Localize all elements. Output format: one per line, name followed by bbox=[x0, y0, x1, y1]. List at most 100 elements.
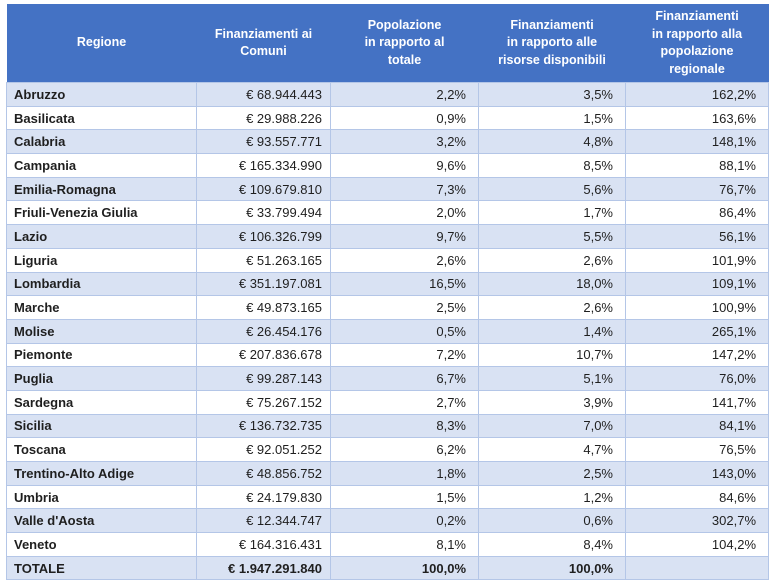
table-row: Emilia-Romagna € 109.679.810 7,3% 5,6% 76,7% bbox=[6, 176, 769, 202]
region-cell: Calabria bbox=[6, 129, 197, 155]
percent-cell: 0,6% bbox=[478, 508, 626, 534]
percent-cell: 4,7% bbox=[478, 437, 626, 462]
amount-cell: € 75.267.152 bbox=[196, 389, 331, 415]
amount-cell: € 207.836.678 bbox=[196, 342, 331, 368]
percent-cell: 56,1% bbox=[625, 224, 769, 249]
header-row: Regione Finanziamenti ai Comuni Popolazi… bbox=[6, 4, 769, 83]
percent-cell: 2,5% bbox=[330, 295, 479, 320]
region-cell: Emilia-Romagna bbox=[6, 176, 197, 202]
region-cell: Abruzzo bbox=[6, 82, 197, 107]
region-cell: Umbria bbox=[6, 484, 197, 510]
percent-cell: 100,0% bbox=[330, 555, 479, 581]
amount-cell: € 109.679.810 bbox=[196, 176, 331, 202]
percent-cell bbox=[625, 555, 769, 581]
percent-cell: 0,2% bbox=[330, 508, 479, 534]
percent-cell: 8,3% bbox=[330, 413, 479, 439]
amount-cell: € 12.344.747 bbox=[196, 508, 331, 534]
percent-cell: 100,9% bbox=[625, 295, 769, 320]
percent-cell: 18,0% bbox=[478, 271, 626, 297]
percent-cell: 265,1% bbox=[625, 318, 769, 344]
table-row: Valle d'Aosta € 12.344.747 0,2% 0,6% 302,7% bbox=[6, 508, 769, 534]
amount-cell: € 51.263.165 bbox=[196, 247, 331, 273]
percent-cell: 6,7% bbox=[330, 366, 479, 391]
percent-cell: 2,7% bbox=[330, 389, 479, 415]
amount-cell: € 24.179.830 bbox=[196, 484, 331, 510]
amount-cell: € 29.988.226 bbox=[196, 105, 331, 131]
amount-cell: € 68.944.443 bbox=[196, 82, 331, 107]
percent-cell: 2,5% bbox=[478, 461, 626, 486]
amount-cell: € 48.856.752 bbox=[196, 461, 331, 486]
percent-cell: 101,9% bbox=[625, 247, 769, 273]
percent-cell: 147,2% bbox=[625, 342, 769, 368]
header-finanziamenti-popolazione: Finanziamenti in rapporto alla popolazio… bbox=[625, 4, 769, 83]
amount-cell: € 164.316.431 bbox=[196, 532, 331, 557]
percent-cell: 1,7% bbox=[478, 200, 626, 226]
table-row: Sardegna € 75.267.152 2,7% 3,9% 141,7% bbox=[6, 389, 769, 415]
header-finanziamenti-comuni: Finanziamenti ai Comuni bbox=[196, 4, 331, 83]
table-row: Veneto € 164.316.431 8,1% 8,4% 104,2% bbox=[6, 532, 769, 557]
percent-cell: 2,6% bbox=[330, 247, 479, 273]
regional-financing-table: Regione Finanziamenti ai Comuni Popolazi… bbox=[6, 4, 769, 581]
table-row: Piemonte € 207.836.678 7,2% 10,7% 147,2% bbox=[6, 342, 769, 368]
percent-cell: 8,5% bbox=[478, 153, 626, 178]
percent-cell: 1,5% bbox=[330, 484, 479, 510]
total-row: TOTALE € 1.947.291.840 100,0% 100,0% bbox=[6, 555, 769, 581]
amount-cell: € 106.326.799 bbox=[196, 224, 331, 249]
table-row: Molise € 26.454.176 0,5% 1,4% 265,1% bbox=[6, 318, 769, 344]
percent-cell: 7,3% bbox=[330, 176, 479, 202]
table-row: Puglia € 99.287.143 6,7% 5,1% 76,0% bbox=[6, 366, 769, 391]
percent-cell: 0,5% bbox=[330, 318, 479, 344]
percent-cell: 86,4% bbox=[625, 200, 769, 226]
percent-cell: 4,8% bbox=[478, 129, 626, 155]
percent-cell: 141,7% bbox=[625, 389, 769, 415]
amount-cell: € 49.873.165 bbox=[196, 295, 331, 320]
amount-cell: € 165.334.990 bbox=[196, 153, 331, 178]
percent-cell: 84,6% bbox=[625, 484, 769, 510]
percent-cell: 104,2% bbox=[625, 532, 769, 557]
region-cell: Puglia bbox=[6, 366, 197, 391]
table-row: Umbria € 24.179.830 1,5% 1,2% 84,6% bbox=[6, 484, 769, 510]
percent-cell: 3,5% bbox=[478, 82, 626, 107]
percent-cell: 2,6% bbox=[478, 247, 626, 273]
table-body: Abruzzo € 68.944.443 2,2% 3,5% 162,2% Basilic… bbox=[6, 82, 769, 581]
percent-cell: 7,0% bbox=[478, 413, 626, 439]
amount-cell: € 33.799.494 bbox=[196, 200, 331, 226]
percent-cell: 84,1% bbox=[625, 413, 769, 439]
percent-cell: 3,2% bbox=[330, 129, 479, 155]
table-row: Campania € 165.334.990 9,6% 8,5% 88,1% bbox=[6, 153, 769, 178]
percent-cell: 162,2% bbox=[625, 82, 769, 107]
percent-cell: 302,7% bbox=[625, 508, 769, 534]
table-row: Marche € 49.873.165 2,5% 2,6% 100,9% bbox=[6, 295, 769, 320]
header-finanziamenti-risorse: Finanziamenti in rapporto alle risorse d… bbox=[478, 4, 626, 83]
region-cell: Lazio bbox=[6, 224, 197, 249]
region-cell: Piemonte bbox=[6, 342, 197, 368]
percent-cell: 148,1% bbox=[625, 129, 769, 155]
percent-cell: 5,6% bbox=[478, 176, 626, 202]
amount-cell: € 93.557.771 bbox=[196, 129, 331, 155]
percent-cell: 1,8% bbox=[330, 461, 479, 486]
amount-cell: € 92.051.252 bbox=[196, 437, 331, 462]
percent-cell: 2,2% bbox=[330, 82, 479, 107]
percent-cell: 76,0% bbox=[625, 366, 769, 391]
percent-cell: 1,4% bbox=[478, 318, 626, 344]
percent-cell: 100,0% bbox=[478, 555, 626, 581]
table-row: Abruzzo € 68.944.443 2,2% 3,5% 162,2% bbox=[6, 82, 769, 107]
percent-cell: 143,0% bbox=[625, 461, 769, 486]
table-row: Toscana € 92.051.252 6,2% 4,7% 76,5% bbox=[6, 437, 769, 462]
amount-cell: € 1.947.291.840 bbox=[196, 555, 331, 581]
amount-cell: € 99.287.143 bbox=[196, 366, 331, 391]
amount-cell: € 136.732.735 bbox=[196, 413, 331, 439]
table-row: Sicilia € 136.732.735 8,3% 7,0% 84,1% bbox=[6, 413, 769, 439]
percent-cell: 8,4% bbox=[478, 532, 626, 557]
region-cell: Basilicata bbox=[6, 105, 197, 131]
percent-cell: 163,6% bbox=[625, 105, 769, 131]
percent-cell: 6,2% bbox=[330, 437, 479, 462]
percent-cell: 76,5% bbox=[625, 437, 769, 462]
region-cell: Friuli-Venezia Giulia bbox=[6, 200, 197, 226]
region-cell: Molise bbox=[6, 318, 197, 344]
table-row: Lazio € 106.326.799 9,7% 5,5% 56,1% bbox=[6, 224, 769, 249]
header-regione: Regione bbox=[6, 4, 197, 83]
table-row: Liguria € 51.263.165 2,6% 2,6% 101,9% bbox=[6, 247, 769, 273]
table-row: Trentino-Alto Adige € 48.856.752 1,8% 2,5% 1… bbox=[6, 461, 769, 486]
amount-cell: € 351.197.081 bbox=[196, 271, 331, 297]
